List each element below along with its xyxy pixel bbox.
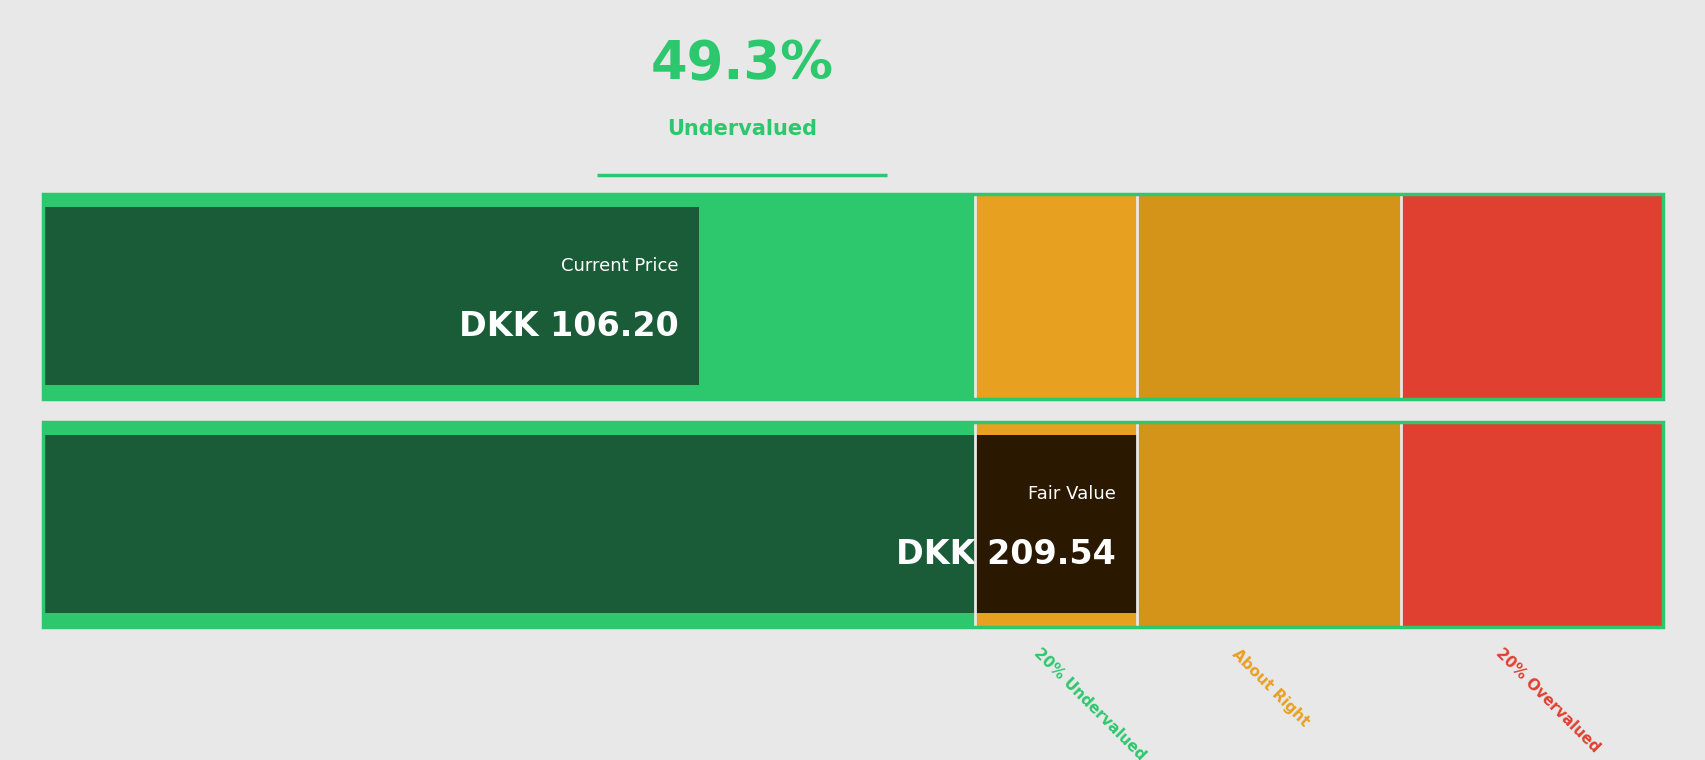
Bar xyxy=(43,422,974,627)
Bar xyxy=(43,194,1662,399)
Text: 20% Undervalued: 20% Undervalued xyxy=(1030,646,1147,760)
Text: About Right: About Right xyxy=(1228,646,1311,729)
Bar xyxy=(43,422,1662,627)
Bar xyxy=(974,194,1136,399)
Bar xyxy=(1400,422,1662,627)
Text: 49.3%: 49.3% xyxy=(650,39,834,90)
Text: DKK 106.20: DKK 106.20 xyxy=(459,310,679,343)
Bar xyxy=(1136,194,1400,399)
Bar xyxy=(43,194,974,399)
Text: Fair Value: Fair Value xyxy=(1028,485,1115,503)
Text: 20% Overvalued: 20% Overvalued xyxy=(1492,646,1601,755)
Bar xyxy=(1400,194,1662,399)
Text: Undervalued: Undervalued xyxy=(667,119,817,139)
Text: DKK 209.54: DKK 209.54 xyxy=(895,538,1115,571)
Bar xyxy=(974,435,1136,613)
Bar xyxy=(974,422,1136,627)
Text: Current Price: Current Price xyxy=(561,257,679,275)
Bar xyxy=(43,435,974,613)
Bar xyxy=(43,207,699,385)
Bar xyxy=(1136,422,1400,627)
